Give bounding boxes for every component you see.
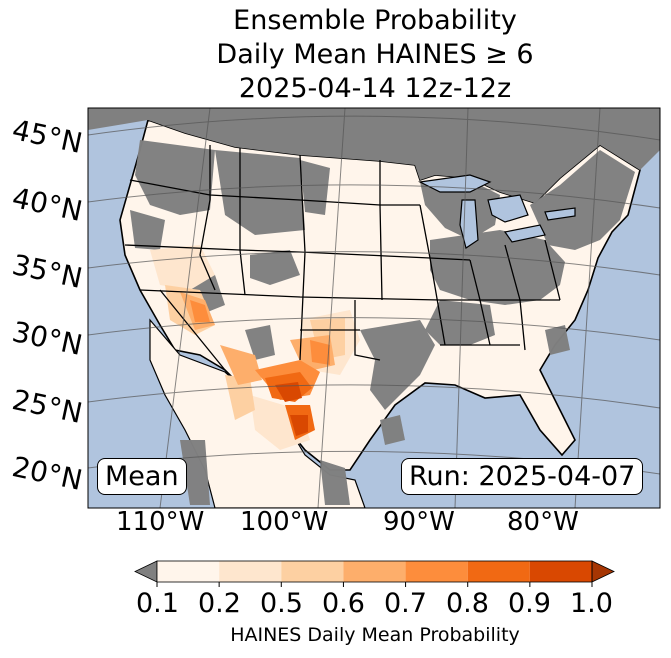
- colorbar-tick-label: 0.9: [508, 588, 551, 619]
- colorbar-tick-label: 0.1: [136, 588, 179, 619]
- lon-label-90: 90°W: [383, 507, 455, 537]
- lon-label-110: 110°W: [116, 507, 204, 537]
- colorbar-title: HAINES Daily Mean Probability: [0, 624, 671, 646]
- stat-label-box: Mean: [97, 458, 187, 495]
- colorbar-tick-label: 0.5: [260, 588, 303, 619]
- colorbar-segment: [343, 561, 405, 582]
- colorbar-segment: [468, 561, 530, 582]
- colorbar-tick-label: 0.8: [446, 588, 489, 619]
- lon-label-100: 100°W: [240, 507, 328, 537]
- lon-label-80: 80°W: [507, 507, 579, 537]
- colorbar-tick-label: 1.0: [570, 588, 613, 619]
- colorbar-segment: [219, 561, 281, 582]
- colorbar-tick-label: 0.2: [198, 588, 241, 619]
- colorbar: [135, 561, 614, 587]
- run-date-box: Run: 2025-04-07: [401, 458, 643, 495]
- colorbar-segment: [530, 561, 592, 582]
- colorbar-tick-label: 0.6: [322, 588, 365, 619]
- colorbar-segment: [157, 561, 219, 582]
- colorbar-over-arrow: [592, 561, 614, 582]
- colorbar-segment: [406, 561, 468, 582]
- colorbar-segment: [281, 561, 343, 582]
- colorbar-under-arrow: [135, 561, 157, 582]
- colorbar-tick-label: 0.7: [384, 588, 427, 619]
